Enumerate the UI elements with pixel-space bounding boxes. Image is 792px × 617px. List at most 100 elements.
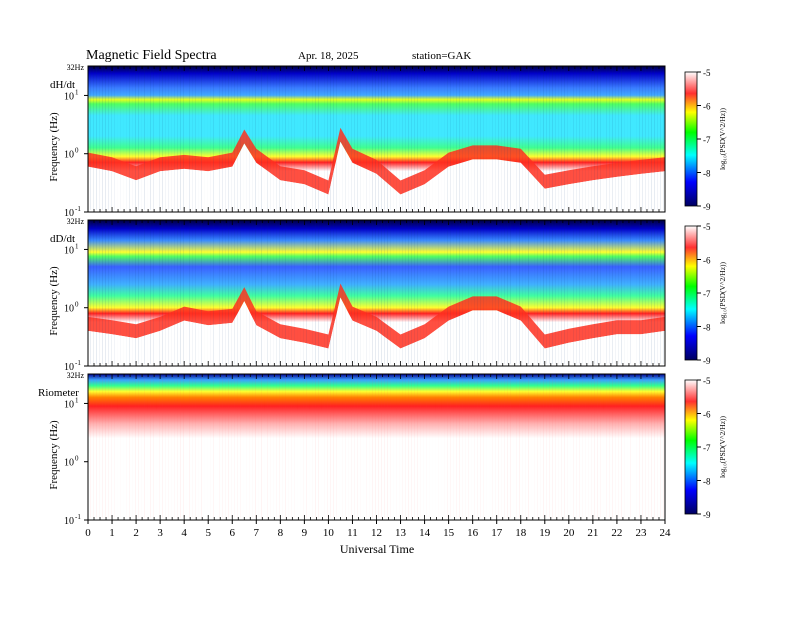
spectrogram-texture-line (405, 68, 406, 210)
spectrogram-texture-line (255, 68, 256, 210)
spectrogram-texture-line (372, 376, 373, 518)
spectrogram-texture-line (99, 222, 100, 364)
spectrogram-texture-line (390, 68, 391, 210)
spectrogram-texture-line (603, 68, 604, 210)
spectrogram-texture-line (525, 222, 526, 364)
spectrogram-texture-line (318, 376, 319, 518)
x-tick-label: 13 (395, 527, 407, 539)
spectrogram-texture-line (111, 68, 112, 210)
spectrogram-texture-line (174, 68, 175, 210)
spectrogram-texture-line (255, 222, 256, 364)
spectrogram-texture-line (246, 222, 247, 364)
spectrogram-texture-line (93, 68, 94, 210)
spectrogram-texture-line (390, 222, 391, 364)
spectrogram-texture-line (411, 376, 412, 518)
spectrogram-texture-line (414, 222, 415, 364)
spectrogram-texture-line (417, 222, 418, 364)
spectrogram-texture-line (261, 68, 262, 210)
x-tick-label: 11 (347, 527, 358, 539)
spectrogram-texture-line (282, 376, 283, 518)
spectrogram-texture-line (201, 222, 202, 364)
spectrogram-texture-line (129, 376, 130, 518)
spectrogram-texture-line (279, 68, 280, 210)
y-tick-label: 10 (64, 399, 74, 410)
spectrogram-texture-line (393, 376, 394, 518)
spectrogram-texture-line (396, 222, 397, 364)
spectrogram-texture-line (375, 68, 376, 210)
spectrogram-texture-line (483, 376, 484, 518)
colorbar-tick-label: -5 (703, 376, 711, 386)
spectrogram-texture-line (282, 68, 283, 210)
spectrogram-texture-line (495, 68, 496, 210)
spectrogram-texture-line (198, 68, 199, 210)
spectrogram-texture-line (411, 68, 412, 210)
spectrogram-texture-line (345, 376, 346, 518)
spectrogram-texture-line (312, 376, 313, 518)
spectrogram-texture-line (528, 222, 529, 364)
spectrogram-texture-line (255, 376, 256, 518)
y-tick-label: 10 (64, 245, 74, 256)
spectrogram-texture-line (207, 376, 208, 518)
spectrogram-texture-line (393, 222, 394, 364)
spectrogram-texture-line (513, 68, 514, 210)
spectrogram-texture-line (300, 68, 301, 210)
spectrogram-texture-line (519, 222, 520, 364)
x-tick-label: 14 (419, 527, 431, 539)
spectrogram-texture-line (168, 68, 169, 210)
spectrogram-texture-line (579, 376, 580, 518)
spectrogram-texture-line (396, 376, 397, 518)
spectrogram-texture-line (477, 376, 478, 518)
spectrogram-texture-line (648, 68, 649, 210)
spectrogram-texture-line (168, 376, 169, 518)
spectrogram-texture-line (645, 376, 646, 518)
panel-red-band (88, 127, 665, 195)
spectrogram-texture-line (225, 376, 226, 518)
station-label: station=GAK (412, 50, 471, 62)
spectrogram-texture-line (375, 376, 376, 518)
spectrogram-texture-line (435, 222, 436, 364)
panel-dd-label: dD/dt (50, 233, 75, 245)
panel-dh: dH/dt (50, 65, 666, 213)
spectrogram-texture-line (156, 68, 157, 210)
x-axis-title: Universal Time (340, 542, 414, 556)
spectrogram-texture-line (633, 222, 634, 364)
spectrogram-texture-line (111, 222, 112, 364)
y-tick-label: 10 (64, 150, 74, 161)
spectrogram-texture-line (165, 68, 166, 210)
spectrogram-texture-line (402, 222, 403, 364)
spectrogram-texture-line (243, 68, 244, 210)
spectrogram-texture-line (543, 68, 544, 210)
spectrogram-texture-line (129, 68, 130, 210)
colorbar-tick-label: -6 (703, 102, 711, 112)
spectrogram-texture-line (372, 222, 373, 364)
colorbar-tick-label: -7 (703, 289, 711, 299)
spectrogram-texture-line (654, 222, 655, 364)
spectrogram-texture-line (279, 222, 280, 364)
spectrogram-texture-line (420, 222, 421, 364)
spectrogram-texture-line (471, 222, 472, 364)
spectrogram-texture-line (231, 376, 232, 518)
spectrogram-texture-line (600, 68, 601, 210)
x-tick-label: 0 (85, 527, 91, 539)
x-tick-label: 20 (563, 527, 575, 539)
spectrogram-texture-line (153, 68, 154, 210)
spectrogram-texture-line (249, 222, 250, 364)
spectrogram-texture-line (96, 376, 97, 518)
x-tick-label: 9 (302, 527, 308, 539)
spectrogram-texture-line (567, 222, 568, 364)
spectrogram-texture-line (237, 68, 238, 210)
spectrogram-texture-line (615, 68, 616, 210)
spectrogram-texture-line (531, 222, 532, 364)
spectrogram-texture-line (156, 376, 157, 518)
spectrogram-texture-line (450, 222, 451, 364)
spectrogram-texture-line (90, 376, 91, 518)
spectrogram-texture-line (291, 68, 292, 210)
y-tick-label: 10 (64, 362, 74, 373)
spectrogram-texture-line (300, 376, 301, 518)
spectrogram-texture-line (540, 376, 541, 518)
x-tick-label: 15 (443, 527, 455, 539)
spectrogram-texture-line (360, 222, 361, 364)
colorbar-tick-label: -7 (703, 135, 711, 145)
